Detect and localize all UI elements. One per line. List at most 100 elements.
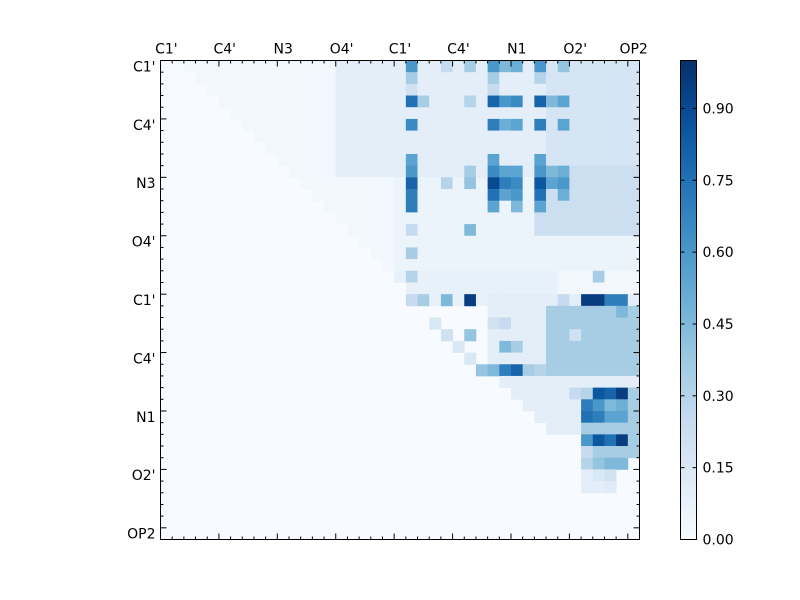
heatmap-cell bbox=[534, 107, 547, 120]
heatmap-cell bbox=[510, 72, 524, 85]
heatmap-cell bbox=[569, 317, 582, 330]
heatmap-cell bbox=[627, 387, 640, 400]
heatmap-cell bbox=[499, 107, 512, 120]
heatmap-cell bbox=[440, 165, 453, 178]
heatmap-cell bbox=[604, 446, 617, 459]
heatmap-cell bbox=[417, 259, 430, 272]
heatmap-cell bbox=[440, 95, 453, 108]
heatmap-cell bbox=[440, 153, 453, 167]
heatmap-cell bbox=[557, 118, 570, 131]
heatmap-cell bbox=[324, 118, 337, 131]
heatmap-cell bbox=[592, 142, 605, 155]
heatmap-cell bbox=[417, 107, 430, 120]
heatmap-cell bbox=[242, 95, 255, 108]
heatmap-cell bbox=[604, 235, 617, 248]
heatmap-cell bbox=[522, 212, 535, 225]
heatmap-cell bbox=[557, 60, 570, 73]
heatmap-cell bbox=[557, 95, 570, 108]
heatmap-cell bbox=[475, 247, 489, 260]
heatmap-cell bbox=[487, 224, 500, 237]
heatmap-cell bbox=[464, 72, 477, 85]
heatmap-cell bbox=[581, 153, 594, 167]
heatmap-cell bbox=[464, 130, 477, 143]
x-tick-label: O2' bbox=[563, 42, 587, 58]
heatmap-cell bbox=[592, 72, 605, 85]
heatmap-cell bbox=[405, 118, 418, 131]
heatmap-cell bbox=[475, 107, 489, 120]
heatmap-cell bbox=[405, 212, 418, 225]
x-tick-label: N3 bbox=[273, 42, 292, 58]
heatmap-cell bbox=[452, 118, 465, 131]
heatmap-cell bbox=[627, 294, 640, 307]
heatmap-cell bbox=[440, 107, 453, 120]
heatmap-cell bbox=[429, 130, 442, 143]
heatmap-cell bbox=[370, 212, 383, 225]
heatmap-cell bbox=[230, 72, 243, 85]
heatmap-cell bbox=[581, 177, 594, 190]
heatmap-cell bbox=[522, 340, 535, 353]
heatmap-cell bbox=[312, 60, 325, 73]
heatmap-cell bbox=[475, 224, 489, 237]
heatmap-cell bbox=[452, 340, 465, 353]
heatmap-cell bbox=[604, 153, 617, 167]
heatmap-cell bbox=[300, 107, 313, 120]
heatmap-cell bbox=[569, 364, 582, 377]
heatmap-cell bbox=[627, 305, 640, 318]
heatmap-cell bbox=[417, 247, 430, 260]
heatmap-cell bbox=[522, 329, 535, 342]
y-tick-label: N1 bbox=[136, 410, 155, 426]
heatmap-cell bbox=[242, 72, 255, 85]
heatmap-cell bbox=[324, 95, 337, 108]
heatmap-cell bbox=[604, 142, 617, 155]
heatmap-cell bbox=[394, 107, 407, 120]
heatmap-cell bbox=[616, 282, 629, 295]
heatmap-cell bbox=[569, 340, 582, 353]
heatmap-cell bbox=[487, 294, 500, 307]
heatmap-cell bbox=[452, 212, 465, 225]
heatmap-cell bbox=[499, 305, 512, 318]
heatmap-cell bbox=[312, 177, 325, 190]
heatmap-cell bbox=[487, 153, 500, 167]
heatmap-cell bbox=[417, 130, 430, 143]
heatmap-cell bbox=[394, 212, 407, 225]
heatmap-cell bbox=[546, 340, 559, 353]
heatmap-cell bbox=[382, 72, 395, 85]
heatmap-cell bbox=[522, 387, 535, 400]
heatmap-cell bbox=[487, 83, 500, 96]
heatmap-cell bbox=[604, 95, 617, 108]
heatmap-cell bbox=[510, 235, 524, 248]
heatmap-cell bbox=[440, 72, 453, 85]
heatmap-cell bbox=[405, 294, 418, 307]
heatmap-cell bbox=[592, 387, 605, 400]
heatmap-cell bbox=[557, 235, 570, 248]
heatmap-cell bbox=[546, 153, 559, 167]
heatmap-cell bbox=[487, 95, 500, 108]
heatmap-cell bbox=[510, 153, 524, 167]
heatmap-cell bbox=[417, 95, 430, 108]
heatmap-cell bbox=[452, 177, 465, 190]
heatmap-cell bbox=[604, 212, 617, 225]
heatmap-cell bbox=[534, 118, 547, 131]
heatmap-cell bbox=[417, 142, 430, 155]
heatmap-cell bbox=[277, 153, 290, 167]
heatmap-cell bbox=[616, 60, 629, 73]
heatmap-cell bbox=[592, 294, 605, 307]
heatmap-cell bbox=[546, 60, 559, 73]
heatmap-cell bbox=[487, 317, 500, 330]
heatmap-cell bbox=[569, 235, 582, 248]
heatmap-cell bbox=[581, 399, 594, 412]
heatmap-cell bbox=[300, 95, 313, 108]
heatmap-cell bbox=[464, 294, 477, 307]
heatmap-cell bbox=[289, 72, 302, 85]
heatmap-cell bbox=[604, 352, 617, 365]
heatmap-cell bbox=[604, 259, 617, 272]
heatmap-cell bbox=[440, 177, 453, 190]
heatmap-cell bbox=[581, 317, 594, 330]
heatmap-cell bbox=[627, 177, 640, 190]
heatmap-cell bbox=[499, 352, 512, 365]
heatmap-cell bbox=[592, 270, 605, 283]
heatmap-cell bbox=[546, 189, 559, 202]
heatmap-cell bbox=[510, 60, 524, 73]
x-tick-label: C4' bbox=[213, 42, 236, 58]
heatmap-cell bbox=[546, 235, 559, 248]
